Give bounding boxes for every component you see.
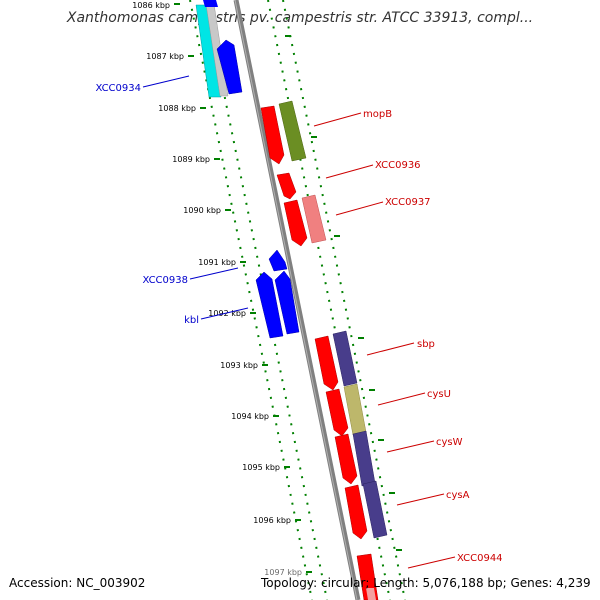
- leader-mopB: [313, 112, 362, 127]
- track-guide-outer-left: [189, 0, 313, 600]
- purple-gene-sbp[interactable]: [332, 330, 358, 387]
- red-gene-mopB[interactable]: [260, 105, 285, 165]
- gene-label-cysA[interactable]: cysA: [446, 490, 470, 501]
- topology-text: Topology: circular; Length: 5,076,188 bp…: [261, 576, 591, 590]
- red-gene-XCC0936[interactable]: [276, 172, 297, 200]
- purple-gene-cysA[interactable]: [362, 480, 388, 539]
- kbp-tick-label: 1091 kbp: [198, 258, 236, 267]
- kbp-tick: 1091 kbp: [198, 258, 246, 267]
- kbp-tick-label: 1087 kbp: [146, 52, 184, 61]
- red-gene-sbp[interactable]: [314, 335, 339, 391]
- kbp-tick: 1090 kbp: [183, 206, 231, 215]
- leader-XCC0937: [335, 201, 384, 216]
- kbp-tick-label: 1093 kbp: [220, 361, 258, 370]
- right-track-ticks: [285, 35, 402, 551]
- kbp-tick: 1087 kbp: [146, 52, 194, 61]
- pink-gene-XCC0937[interactable]: [301, 194, 327, 244]
- kbp-tick-label: 1094 kbp: [231, 412, 269, 421]
- kbp-tick: 1088 kbp: [158, 104, 206, 113]
- kbp-tick: 1093 kbp: [220, 361, 268, 370]
- kbp-tick: 1089 kbp: [172, 155, 220, 164]
- genome-title: Xanthomonas campestris pv. campestris st…: [66, 10, 534, 26]
- leader-XCC0934: [142, 75, 190, 88]
- forward-strand-genes: [195, 0, 300, 339]
- kbp-tick-label: 1090 kbp: [183, 206, 221, 215]
- kbp-tick: 1094 kbp: [231, 412, 279, 421]
- cyan-gene-block[interactable]: [195, 4, 222, 98]
- gene-label-mopB[interactable]: mopB: [363, 109, 392, 120]
- gene-label-XCC0934[interactable]: XCC0934: [95, 83, 141, 94]
- kbp-scale: 1086 kbp 1087 kbp 1088 kbp 1089 kbp 1090…: [132, 1, 312, 577]
- red-gene-cysU[interactable]: [325, 388, 349, 437]
- leader-cysA: [396, 493, 445, 506]
- kbp-tick-label: 1086 kbp: [132, 1, 170, 10]
- red-gene-XCC0937[interactable]: [283, 199, 308, 247]
- gene-label-XCC0937[interactable]: XCC0937: [385, 197, 431, 208]
- kbp-tick-label: 1092 kbp: [208, 309, 246, 318]
- leader-cysW: [386, 440, 435, 453]
- olive-gene-mopB[interactable]: [278, 100, 307, 162]
- red-gene-cysA[interactable]: [344, 484, 368, 540]
- gene-label-sbp[interactable]: sbp: [417, 339, 435, 350]
- gene-label-kbl[interactable]: kbl: [184, 315, 199, 326]
- kbp-tick-label: 1097 kbp: [264, 568, 302, 577]
- kbp-tick: 1086 kbp: [132, 1, 180, 10]
- gene-label-cysW[interactable]: cysW: [436, 437, 463, 448]
- kbp-tick: 1092 kbp: [208, 309, 256, 318]
- genome-backbone: [233, 0, 361, 600]
- kbp-tick: 1095 kbp: [242, 463, 290, 472]
- red-gene-cysW[interactable]: [334, 433, 358, 485]
- leader-kbl: [200, 307, 249, 320]
- accession-text: Accession: NC_003902: [9, 576, 146, 590]
- gene-label-XCC0944[interactable]: XCC0944: [457, 553, 503, 564]
- track-guide-outer-right: [282, 0, 406, 600]
- gene-label-XCC0938[interactable]: XCC0938: [142, 275, 188, 286]
- track-guide-inner-right: [267, 0, 391, 600]
- blue-gene-XCC0934-top[interactable]: [203, 0, 218, 7]
- blue-gene-XCC0938[interactable]: [255, 271, 284, 339]
- gene-label-XCC0936[interactable]: XCC0936: [375, 160, 421, 171]
- label-leaders: [142, 75, 456, 569]
- kbp-tick: 1097 kbp: [264, 568, 312, 577]
- leader-XCC0944: [407, 556, 456, 569]
- leader-XCC0938: [189, 267, 239, 280]
- genome-backbone-highlight: [234, 0, 358, 600]
- kbp-tick: 1096 kbp: [253, 516, 301, 525]
- blue-gene-XCC0934[interactable]: [216, 39, 243, 95]
- blue-gene-kbl[interactable]: [274, 270, 300, 335]
- leader-sbp: [366, 342, 415, 356]
- pink-gene-XCC0944[interactable]: [366, 588, 376, 600]
- kbp-tick-label: 1088 kbp: [158, 104, 196, 113]
- kbp-tick-label: 1096 kbp: [253, 516, 291, 525]
- gene-labels: XCC0934 mopB XCC0936 XCC0937 XCC0938 kbl…: [95, 83, 502, 564]
- kbp-tick-label: 1089 kbp: [172, 155, 210, 164]
- purple-gene-cysW[interactable]: [352, 430, 376, 487]
- kbp-tick-label: 1095 kbp: [242, 463, 280, 472]
- leader-XCC0936: [325, 164, 374, 179]
- blue-gene-XCC0938-small[interactable]: [268, 249, 288, 272]
- reverse-strand-genes: [260, 100, 388, 600]
- gene-label-cysU[interactable]: cysU: [427, 389, 451, 400]
- leader-cysU: [377, 392, 426, 406]
